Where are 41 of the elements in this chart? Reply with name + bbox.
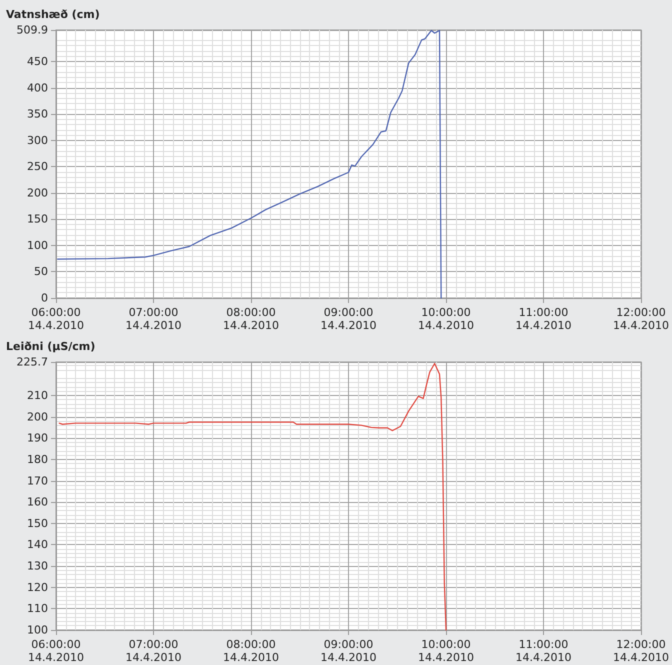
line-series xyxy=(58,362,447,631)
x-tick-label: 11:00:00 14.4.2010 xyxy=(516,306,572,332)
x-tick-label: 10:00:00 14.4.2010 xyxy=(418,306,474,332)
x-tick-label: 08:00:00 14.4.2010 xyxy=(223,306,279,332)
x-tick-label: 10:00:00 14.4.2010 xyxy=(418,638,474,664)
y-tick-label: 0 xyxy=(41,292,48,304)
y-tick-label: 100 xyxy=(27,624,48,636)
x-tick-label: 06:00:00 14.4.2010 xyxy=(28,638,84,664)
y-tick-label: 225.7 xyxy=(16,356,48,368)
x-tick-label: 11:00:00 14.4.2010 xyxy=(516,638,572,664)
x-tick-label: 12:00:00 14.4.2010 xyxy=(613,638,669,664)
y-tick-label: 120 xyxy=(27,580,48,594)
y-axis-title: Leiðni (µS/cm) xyxy=(6,340,96,353)
y-tick-label: 150 xyxy=(27,212,48,226)
y-tick-label: 190 xyxy=(27,432,48,445)
y-tick-label: 300 xyxy=(27,134,48,147)
y-tick-label: 170 xyxy=(27,474,48,488)
y-tick-label: 50 xyxy=(34,265,48,278)
x-tick-label: 07:00:00 14.4.2010 xyxy=(126,638,182,664)
x-tick-label: 09:00:00 14.4.2010 xyxy=(320,306,376,332)
y-tick-label: 150 xyxy=(27,516,48,530)
y-tick-label: 250 xyxy=(27,160,48,174)
y-tick-label: 100 xyxy=(27,238,48,252)
y-tick-label: 140 xyxy=(27,538,48,552)
x-tick-label: 07:00:00 14.4.2010 xyxy=(126,306,182,332)
x-tick-label: 09:00:00 14.4.2010 xyxy=(320,638,376,664)
y-tick-label: 200 xyxy=(27,186,48,200)
y-tick-label: 130 xyxy=(27,560,48,573)
y-tick-label: 210 xyxy=(27,388,48,402)
x-tick-label: 12:00:00 14.4.2010 xyxy=(613,306,669,332)
y-axis-title: Vatnshæð (cm) xyxy=(6,8,100,21)
y-tick-label: 180 xyxy=(27,452,48,466)
y-tick-label: 160 xyxy=(27,496,48,509)
x-tick-label: 08:00:00 14.4.2010 xyxy=(223,638,279,664)
y-tick-label: 200 xyxy=(27,410,48,424)
y-tick-label: 509.9 xyxy=(16,24,48,36)
x-tick-label: 06:00:00 14.4.2010 xyxy=(28,306,84,332)
y-tick-label: 110 xyxy=(27,602,48,616)
y-tick-label: 350 xyxy=(27,108,48,121)
y-tick-label: 400 xyxy=(27,81,48,94)
y-tick-label: 450 xyxy=(27,54,48,68)
